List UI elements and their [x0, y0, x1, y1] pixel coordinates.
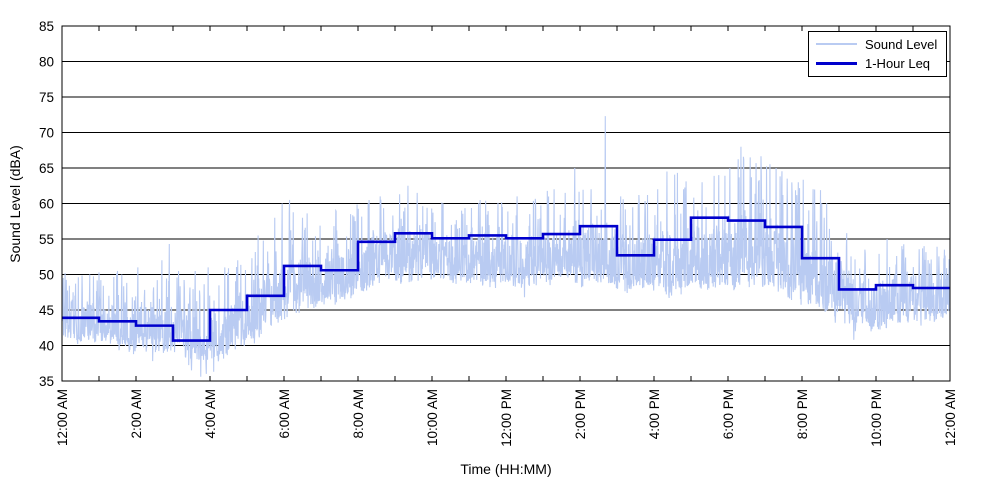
sound-level-line-swatch [816, 43, 857, 45]
y-tick-label: 50 [39, 268, 54, 283]
y-tick-label: 55 [39, 232, 54, 247]
x-tick-label: 6:00 PM [721, 389, 736, 439]
legend-entry-leq: 1-Hour Leq [809, 56, 946, 71]
x-tick-label: 10:00 AM [425, 389, 440, 446]
legend-entry-sound-level: Sound Level [809, 37, 946, 52]
y-axis-title: Sound Level (dBA) [7, 145, 23, 263]
y-tick-label: 85 [39, 19, 54, 34]
y-tick-label: 80 [39, 55, 54, 70]
y-tick-label: 45 [39, 303, 54, 318]
legend-label-leq: 1-Hour Leq [865, 56, 931, 72]
x-tick-label: 12:00 AM [943, 389, 958, 446]
x-tick-label: 4:00 AM [203, 389, 218, 439]
y-tick-label: 60 [39, 197, 54, 212]
x-tick-label: 6:00 AM [277, 389, 292, 439]
x-tick-label: 8:00 AM [351, 389, 366, 439]
x-tick-label: 4:00 PM [647, 389, 662, 439]
y-tick-label: 70 [39, 126, 54, 141]
x-tick-label: 10:00 PM [869, 389, 884, 447]
sound-level-trace [61, 116, 951, 377]
y-tick-label: 65 [39, 161, 54, 176]
x-tick-label: 2:00 AM [129, 389, 144, 439]
y-tick-label: 75 [39, 90, 54, 105]
x-tick-label: 12:00 AM [55, 389, 70, 446]
legend: Sound Level 1-Hour Leq [808, 31, 947, 77]
leq-step-line [62, 216, 950, 342]
x-axis-title: Time (HH:MM) [460, 461, 552, 477]
y-tick-label: 35 [39, 374, 54, 389]
y-tick-label: 40 [39, 339, 54, 354]
x-tick-label: 2:00 PM [573, 389, 588, 439]
leq-line-swatch [816, 62, 857, 66]
legend-label-sound-level: Sound Level [865, 36, 938, 52]
x-tick-label: 12:00 PM [499, 389, 514, 447]
x-tick-label: 8:00 PM [795, 389, 810, 439]
